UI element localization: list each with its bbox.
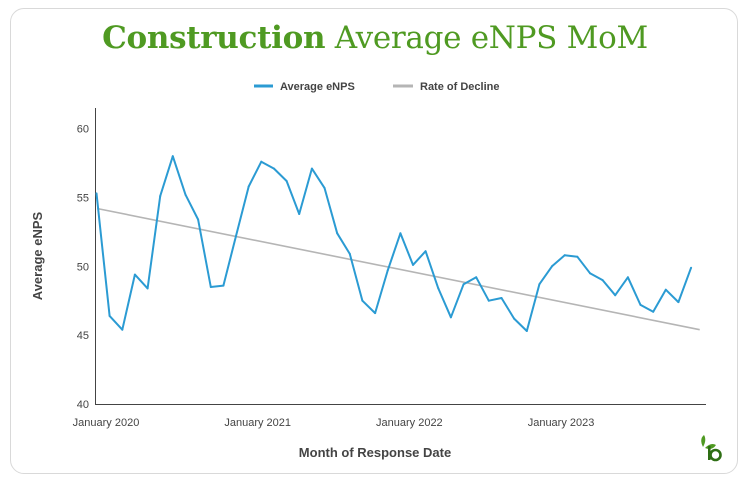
- y-axis-ticks: 40 45 50 55 60: [77, 124, 89, 411]
- data-point: [273, 167, 275, 170]
- data-point: [336, 232, 339, 235]
- data-point: [323, 186, 326, 189]
- legend: Average eNPS Rate of Decline: [254, 81, 499, 93]
- data-point: [563, 254, 566, 257]
- data-point: [146, 287, 149, 290]
- data-point: [285, 180, 288, 182]
- legend-label-rate-of-decline: Rate of Decline: [420, 81, 499, 93]
- y-tick-label: 45: [77, 330, 89, 342]
- title-bold: Construction: [102, 20, 326, 56]
- data-point: [462, 283, 465, 286]
- x-tick-label: January 2020: [73, 417, 140, 429]
- legend-label-average-enps: Average eNPS: [280, 81, 355, 93]
- data-point: [449, 316, 452, 319]
- data-point: [348, 252, 351, 255]
- x-axis-title: Month of Response Date: [299, 445, 451, 460]
- data-point: [614, 294, 617, 297]
- data-point: [412, 263, 414, 266]
- data-point: [690, 266, 693, 269]
- data-point: [538, 283, 541, 286]
- x-tick-label: January 2023: [528, 417, 595, 429]
- title-rest: Average eNPS MoM: [334, 20, 648, 56]
- data-point: [626, 276, 629, 279]
- data-point: [551, 265, 553, 268]
- series-line-rate-of-decline: [96, 207, 700, 331]
- y-tick-label: 50: [77, 261, 89, 273]
- leaf-b-icon: [701, 435, 722, 462]
- data-point: [361, 299, 364, 302]
- chart-card: [10, 8, 738, 474]
- data-point: [399, 232, 402, 235]
- series-line-average-enps: [95, 155, 693, 332]
- data-point: [260, 160, 263, 163]
- y-tick-label: 60: [77, 124, 89, 136]
- data-point: [95, 192, 98, 195]
- x-axis-ticks: January 2020 January 2021 January 2022 Janu…: [73, 417, 595, 429]
- data-point: [500, 297, 503, 299]
- data-point: [475, 276, 478, 279]
- data-point: [664, 288, 667, 291]
- data-point: [386, 269, 389, 272]
- data-point: [601, 279, 604, 282]
- x-tick-label: January 2022: [376, 417, 443, 429]
- data-point: [424, 250, 427, 253]
- data-point: [159, 195, 162, 198]
- data-point: [133, 273, 136, 276]
- data-point: [121, 328, 124, 331]
- data-point: [677, 301, 680, 304]
- data-point: [209, 286, 212, 288]
- data-point: [374, 312, 377, 315]
- y-tick-label: 55: [77, 192, 89, 204]
- data-point: [184, 193, 187, 196]
- data-point: [589, 272, 591, 275]
- data-point: [437, 287, 440, 290]
- data-point: [487, 299, 490, 302]
- y-axis-title: Average eNPS: [30, 211, 45, 300]
- data-point: [171, 155, 174, 158]
- data-point: [235, 235, 237, 237]
- data-point: [576, 255, 579, 258]
- data-point: [652, 310, 655, 313]
- series-points-average-enps: [95, 155, 693, 332]
- data-point: [525, 330, 528, 332]
- data-point: [639, 303, 642, 306]
- chart-title: Construction Average eNPS MoM: [0, 20, 750, 56]
- data-point: [513, 317, 516, 320]
- x-tick-label: January 2021: [224, 417, 291, 429]
- y-tick-label: 40: [77, 399, 89, 411]
- data-point: [298, 213, 301, 215]
- data-point: [310, 167, 313, 170]
- data-point: [247, 185, 250, 188]
- data-point: [108, 314, 111, 317]
- data-point: [197, 218, 200, 221]
- data-point: [222, 284, 225, 287]
